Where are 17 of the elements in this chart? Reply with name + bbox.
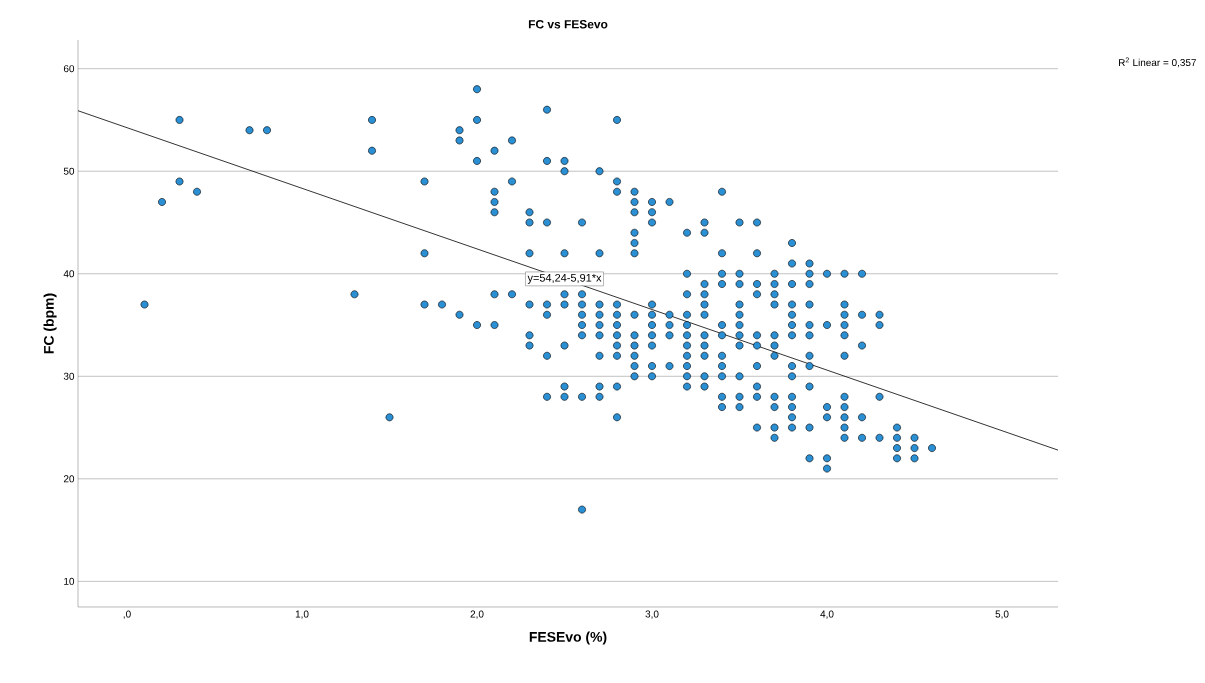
x-tick-label: ,0 [123, 610, 131, 619]
annotation: y=54,24-5,91*x [527, 273, 602, 284]
y-axis-title: FC (bpm) [43, 293, 57, 354]
x-tick-label: 1,0 [295, 610, 309, 619]
x-tick-label: 2,0 [470, 610, 484, 619]
y-tick-label: 20 [63, 475, 75, 483]
chart-title: FC vs FESevo [528, 20, 608, 29]
y-tick-label: 50 [63, 167, 75, 175]
x-axis-title: FESEvo (%) [529, 631, 607, 645]
y-tick-label: 40 [63, 270, 75, 278]
x-tick-label: 5,0 [995, 610, 1009, 619]
y-tick-label: 30 [63, 372, 75, 380]
y-tick-label: 60 [63, 65, 75, 73]
text: R$^{2}$ Linear = 0,357 [1118, 57, 1196, 68]
y-tick-label: 10 [64, 577, 75, 585]
x-tick-label: 4,0 [820, 610, 834, 619]
x-tick-label: 3,0 [645, 610, 659, 619]
